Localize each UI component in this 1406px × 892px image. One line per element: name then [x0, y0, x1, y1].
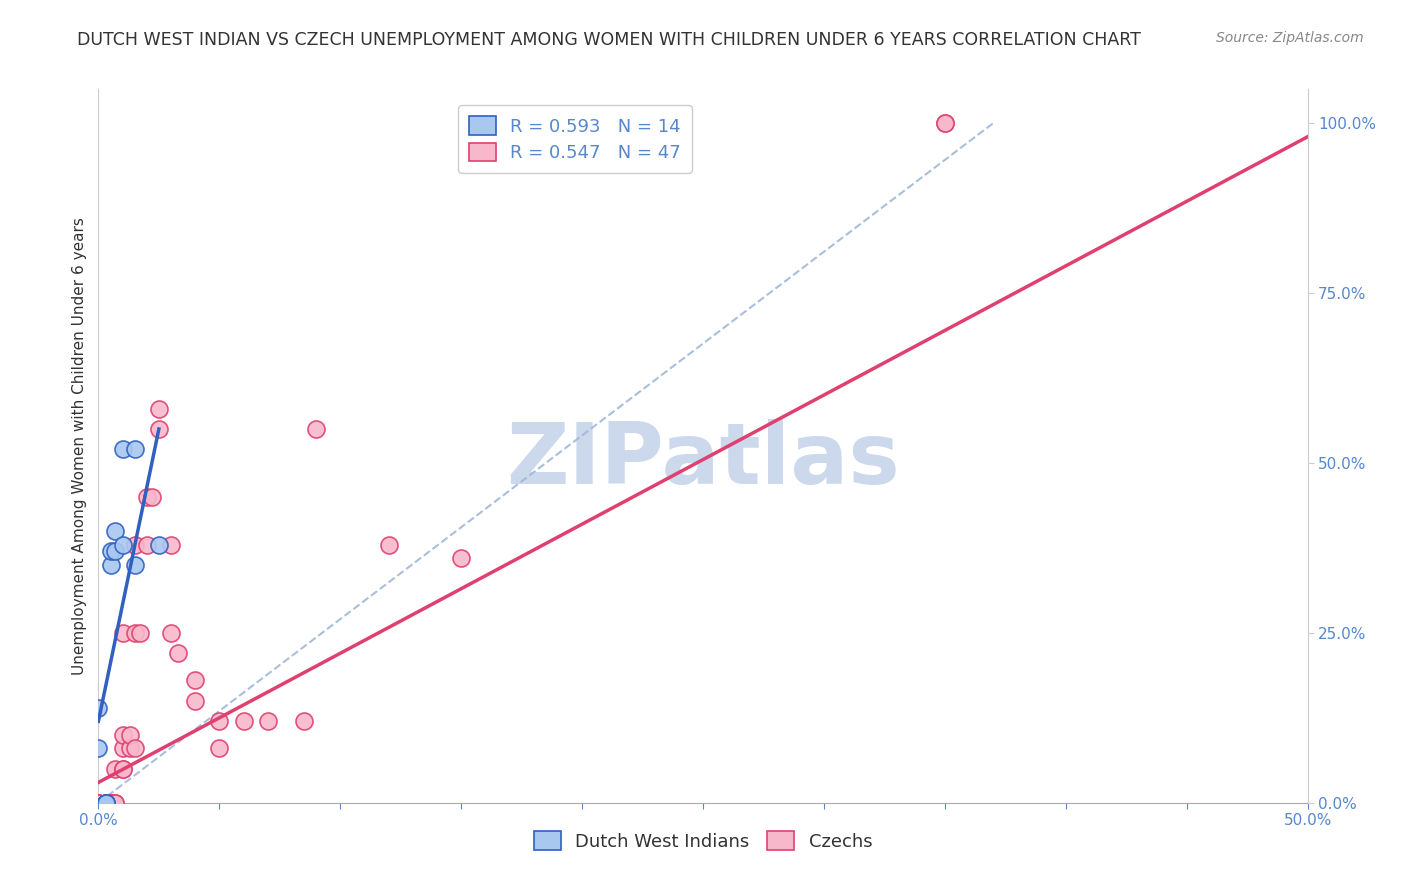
- Point: [232, 714, 254, 729]
- Y-axis label: Unemployment Among Women with Children Under 6 years: Unemployment Among Women with Children U…: [72, 217, 87, 675]
- Point: [450, 551, 472, 566]
- Point: [208, 714, 231, 729]
- Point: [87, 796, 110, 810]
- Point: [104, 544, 127, 558]
- Point: [160, 626, 183, 640]
- Point: [87, 796, 110, 810]
- Point: [305, 422, 328, 436]
- Point: [100, 558, 122, 572]
- Point: [148, 537, 170, 551]
- Point: [148, 422, 170, 436]
- Point: [124, 537, 146, 551]
- Point: [100, 796, 122, 810]
- Text: Source: ZipAtlas.com: Source: ZipAtlas.com: [1216, 31, 1364, 45]
- Point: [124, 741, 146, 756]
- Point: [111, 762, 134, 776]
- Text: DUTCH WEST INDIAN VS CZECH UNEMPLOYMENT AMONG WOMEN WITH CHILDREN UNDER 6 YEARS : DUTCH WEST INDIAN VS CZECH UNEMPLOYMENT …: [77, 31, 1142, 49]
- Point: [111, 728, 134, 742]
- Point: [104, 796, 127, 810]
- Point: [104, 524, 127, 538]
- Point: [104, 796, 127, 810]
- Point: [87, 796, 110, 810]
- Point: [87, 700, 110, 714]
- Point: [100, 796, 122, 810]
- Point: [124, 442, 146, 457]
- Point: [184, 694, 207, 708]
- Point: [104, 762, 127, 776]
- Point: [87, 741, 110, 756]
- Point: [87, 796, 110, 810]
- Point: [934, 116, 956, 130]
- Point: [94, 796, 117, 810]
- Point: [256, 714, 278, 729]
- Point: [124, 558, 146, 572]
- Point: [94, 796, 117, 810]
- Point: [94, 796, 117, 810]
- Point: [167, 646, 190, 660]
- Point: [160, 537, 183, 551]
- Point: [111, 626, 134, 640]
- Point: [128, 626, 150, 640]
- Point: [111, 537, 134, 551]
- Point: [124, 626, 146, 640]
- Point: [94, 796, 117, 810]
- Point: [100, 796, 122, 810]
- Text: ZIPatlas: ZIPatlas: [506, 418, 900, 502]
- Point: [100, 796, 122, 810]
- Point: [934, 116, 956, 130]
- Point: [111, 762, 134, 776]
- Point: [94, 796, 117, 810]
- Point: [94, 796, 117, 810]
- Point: [292, 714, 315, 729]
- Point: [111, 741, 134, 756]
- Point: [148, 401, 170, 416]
- Point: [87, 796, 110, 810]
- Point: [208, 741, 231, 756]
- Legend: Dutch West Indians, Czechs: Dutch West Indians, Czechs: [526, 824, 880, 858]
- Point: [135, 537, 157, 551]
- Point: [141, 490, 163, 504]
- Point: [100, 544, 122, 558]
- Point: [118, 741, 141, 756]
- Point: [94, 796, 117, 810]
- Point: [184, 673, 207, 688]
- Point: [118, 728, 141, 742]
- Point: [111, 442, 134, 457]
- Point: [377, 537, 399, 551]
- Point: [135, 490, 157, 504]
